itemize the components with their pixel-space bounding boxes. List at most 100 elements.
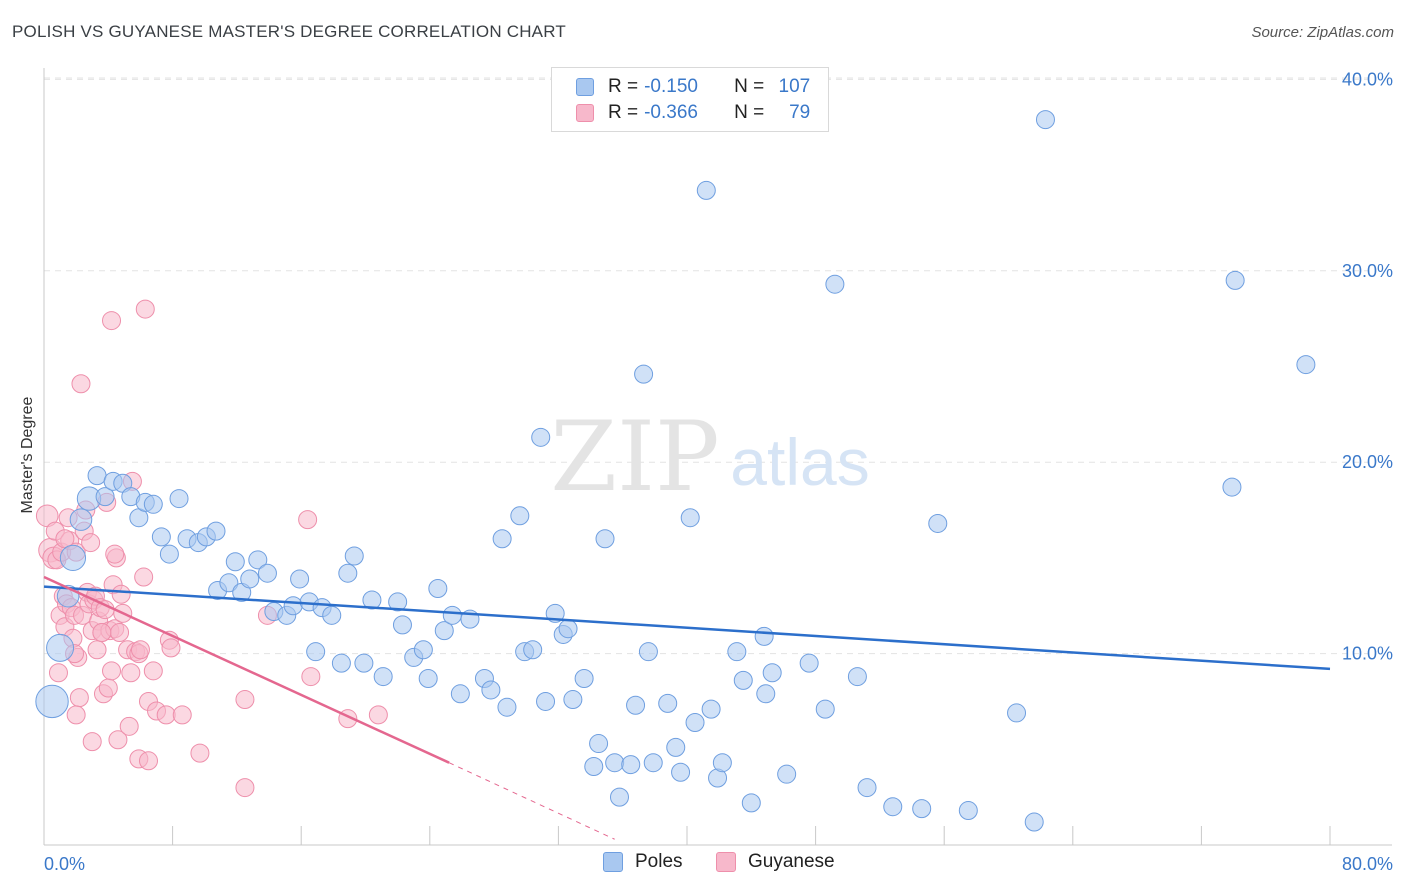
watermark-zip: ZIP <box>550 401 719 513</box>
poles-point <box>777 764 797 784</box>
poles-point <box>825 274 845 294</box>
poles-point <box>531 427 551 447</box>
poles-point <box>857 778 877 798</box>
n-key: N = <box>734 102 765 123</box>
legend-label-poles: Poles <box>635 851 683 872</box>
tick-labels: 10.0% 20.0% 30.0% 40.0% 0.0% 80.0% <box>44 69 1393 874</box>
poles-point <box>671 762 691 782</box>
y-tick-label: 40.0% <box>1342 69 1393 89</box>
poles-point <box>338 563 358 583</box>
guyanese-point <box>108 730 128 750</box>
poles-point <box>1035 110 1055 130</box>
poles-point <box>322 605 342 625</box>
poles-point <box>428 579 448 599</box>
guyanese-point <box>134 567 154 587</box>
guyanese-trend-extension <box>448 762 615 840</box>
legend-item-guyanese[interactable]: Guyanese <box>716 851 835 873</box>
poles-point <box>306 642 326 662</box>
poles-point <box>536 691 556 711</box>
poles-point <box>481 680 501 700</box>
guyanese-point <box>298 510 318 530</box>
guyanese-legend-swatch <box>716 852 736 872</box>
guyanese-trend-line <box>43 575 450 764</box>
poles-point <box>733 670 753 690</box>
guyanese-point <box>92 623 112 643</box>
poles-point <box>712 753 732 773</box>
poles-swatch <box>576 78 594 96</box>
r-value: -0.150 <box>644 76 698 97</box>
poles-point <box>626 695 646 715</box>
poles-point <box>727 642 747 662</box>
r-key: R = <box>608 76 639 97</box>
guyanese-point <box>143 661 163 681</box>
poles-point <box>666 737 686 757</box>
guyanese-point <box>81 533 101 553</box>
poles-point <box>290 569 310 589</box>
guyanese-point <box>87 640 107 660</box>
guyanese-point <box>66 705 86 725</box>
guyanese-point <box>190 743 210 763</box>
guyanese-point <box>69 688 89 708</box>
legend-label-guyanese: Guyanese <box>748 851 835 872</box>
poles-point <box>95 487 115 507</box>
guyanese-point <box>71 374 91 394</box>
poles-point <box>847 667 867 687</box>
poles-point <box>605 753 625 773</box>
x-tick-label: 0.0% <box>44 854 85 874</box>
poles-point <box>331 653 351 673</box>
stats-row-guyanese: R = -0.366 N = 79 <box>576 101 810 125</box>
source-label: Source: ZipAtlas.com <box>1251 24 1394 41</box>
guyanese-point <box>235 690 255 710</box>
guyanese-point <box>121 663 141 683</box>
poles-point <box>574 668 594 688</box>
n-value: 107 <box>778 76 811 97</box>
stats-legend: R = -0.150 N = 107 R = -0.366 N = 79 <box>551 67 829 132</box>
poles-point <box>815 699 835 719</box>
legend-item-poles[interactable]: Poles <box>603 851 683 873</box>
guyanese-points <box>35 299 388 798</box>
r-key: R = <box>608 102 639 123</box>
y-tick-label: 20.0% <box>1342 452 1393 472</box>
poles-point <box>912 799 932 819</box>
poles-point <box>643 753 663 773</box>
poles-point <box>373 667 393 687</box>
poles-point <box>388 592 408 612</box>
poles-point <box>59 544 87 572</box>
poles-point <box>563 690 583 710</box>
poles-point <box>762 663 782 683</box>
guyanese-swatch <box>576 104 594 122</box>
guyanese-point <box>161 638 181 658</box>
poles-point <box>799 653 819 673</box>
poles-point <box>558 619 578 639</box>
guyanese-point <box>82 732 102 752</box>
poles-point <box>680 508 700 528</box>
poles-point <box>658 693 678 713</box>
poles-point <box>159 544 179 564</box>
chart-title: POLISH VS GUYANESE MASTER'S DEGREE CORRE… <box>12 22 566 41</box>
poles-point <box>344 546 364 566</box>
poles-point <box>523 640 543 660</box>
poles-point <box>1024 812 1044 832</box>
guyanese-point <box>368 705 388 725</box>
poles-point <box>240 569 260 589</box>
poles-point <box>151 527 171 547</box>
poles-point <box>418 668 438 688</box>
guyanese-point <box>301 667 321 687</box>
poles-point <box>701 699 721 719</box>
poles-point <box>434 621 454 641</box>
poles-point <box>225 552 245 572</box>
poles-point <box>510 506 530 526</box>
poles-point <box>595 529 615 549</box>
poles-point <box>69 508 93 531</box>
watermark-atlas: atlas <box>730 425 869 499</box>
poles-point <box>1007 703 1027 723</box>
poles-point <box>696 180 716 200</box>
n-key: N = <box>734 76 765 97</box>
poles-points <box>35 110 1316 832</box>
r-value: -0.366 <box>644 102 698 123</box>
poles-point <box>35 684 69 719</box>
stats-row-poles: R = -0.150 N = 107 <box>576 75 810 99</box>
poles-point <box>354 653 374 673</box>
guyanese-point <box>156 705 176 725</box>
